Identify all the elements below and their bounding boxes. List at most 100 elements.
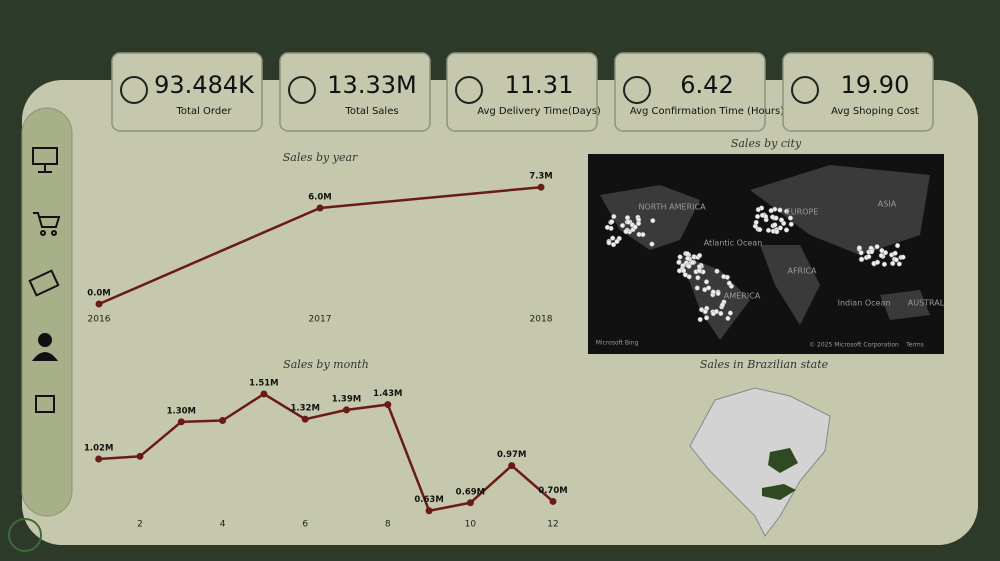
city-dot	[632, 224, 638, 230]
city-dot	[757, 227, 763, 233]
map-label: Terms	[905, 342, 924, 349]
city-dot	[695, 275, 701, 281]
city-dot	[676, 268, 683, 274]
city-dot	[765, 227, 772, 233]
sidebar	[21, 107, 73, 517]
icon-delivery[interactable]	[35, 395, 55, 413]
x-tick-label: 2018	[530, 315, 553, 325]
city-dot	[725, 315, 731, 321]
city-dot	[620, 222, 626, 229]
city-dot	[606, 240, 612, 246]
city-dot	[604, 224, 610, 230]
data-point	[537, 183, 545, 191]
icon-sales[interactable]	[28, 269, 60, 297]
data-label: 0.97M	[497, 450, 526, 460]
icon-user[interactable]	[38, 333, 52, 347]
city-dot	[755, 213, 761, 220]
kpi-value: 6.42	[680, 71, 733, 99]
city-dot	[650, 218, 656, 224]
city-dot	[719, 302, 726, 308]
city-dot	[610, 242, 617, 248]
city-dot	[702, 287, 708, 293]
city-dot	[768, 208, 774, 214]
data-point	[508, 462, 516, 470]
brazil-map	[689, 387, 831, 537]
kpi-value: 19.90	[841, 71, 910, 99]
data-point	[177, 418, 185, 426]
map-label: Indian Ocean	[838, 299, 891, 308]
data-point	[316, 204, 324, 212]
city-dot	[893, 257, 899, 263]
city-dot	[689, 259, 695, 266]
data-label: 1.02M	[84, 443, 113, 453]
city-dot	[866, 254, 872, 260]
city-dot	[759, 212, 766, 218]
city-dot	[774, 229, 780, 235]
kpi-icon	[455, 76, 483, 104]
city-dot	[788, 221, 794, 227]
data-label: 6.0M	[308, 193, 332, 203]
data-label: 1.51M	[249, 378, 278, 388]
data-point	[301, 415, 309, 423]
data-point	[384, 401, 392, 409]
kpi-card	[614, 52, 766, 132]
map-label: EUROPE	[786, 208, 819, 217]
city-dot	[858, 250, 864, 256]
city-dot	[787, 215, 793, 221]
state-highlight	[768, 448, 798, 473]
city-dot	[614, 238, 620, 245]
icon-orders[interactable]	[33, 212, 61, 228]
city-dot	[869, 249, 875, 255]
chart-title: Sales in Brazilian state	[700, 358, 829, 371]
chart-title: Sales by year	[283, 151, 358, 164]
city-dot	[727, 310, 733, 316]
city-dot	[704, 315, 710, 321]
city-dot	[878, 252, 884, 259]
city-dot	[783, 227, 790, 233]
city-dot	[777, 207, 783, 213]
city-dot	[696, 264, 703, 270]
data-point	[136, 452, 144, 460]
city-dot	[718, 310, 724, 317]
city-dot	[900, 254, 906, 260]
sidebar-icons	[28, 147, 61, 413]
map-label: Atlantic Ocean	[704, 239, 763, 248]
city-dot	[784, 208, 790, 214]
city-dot	[686, 263, 692, 269]
kpi-icon	[120, 76, 148, 104]
data-label: 1.43M	[373, 389, 402, 399]
kpi-value: 13.33M	[327, 71, 416, 99]
city-dot	[625, 219, 632, 225]
map-label: AFRICA	[787, 267, 817, 276]
map-label: AUSTRAL	[908, 299, 945, 308]
kpi-label: Total Order	[176, 106, 233, 117]
city-dot	[714, 268, 720, 274]
city-dot	[611, 213, 617, 220]
city-dot	[726, 280, 732, 286]
x-tick-label: 2	[137, 520, 143, 530]
city-dot	[702, 308, 708, 315]
data-label: 7.3M	[529, 172, 553, 182]
city-dot	[624, 215, 631, 221]
city-dot	[636, 231, 642, 237]
city-dot	[636, 220, 642, 226]
data-point	[466, 499, 474, 507]
data-label: 1.32M	[290, 404, 319, 414]
kpi-icon	[288, 76, 316, 104]
data-point	[343, 406, 350, 414]
city-dot	[724, 274, 730, 280]
kpi-label: Avg Delivery Time(Days)	[477, 106, 601, 117]
city-dot	[859, 256, 865, 262]
kpi-card	[446, 52, 598, 132]
city-dot	[677, 254, 683, 260]
kpi-icon	[623, 76, 651, 104]
city-dot	[882, 250, 889, 256]
city-dot	[773, 215, 779, 221]
map-label: ASIA	[878, 200, 897, 209]
data-point	[549, 497, 557, 505]
chart-title: Sales by city	[731, 137, 802, 150]
map-label: Microsoft Bing	[596, 340, 639, 347]
x-tick-label: 6	[302, 520, 308, 530]
city-dot	[649, 241, 655, 247]
chart-title: Sales by month	[283, 358, 369, 371]
